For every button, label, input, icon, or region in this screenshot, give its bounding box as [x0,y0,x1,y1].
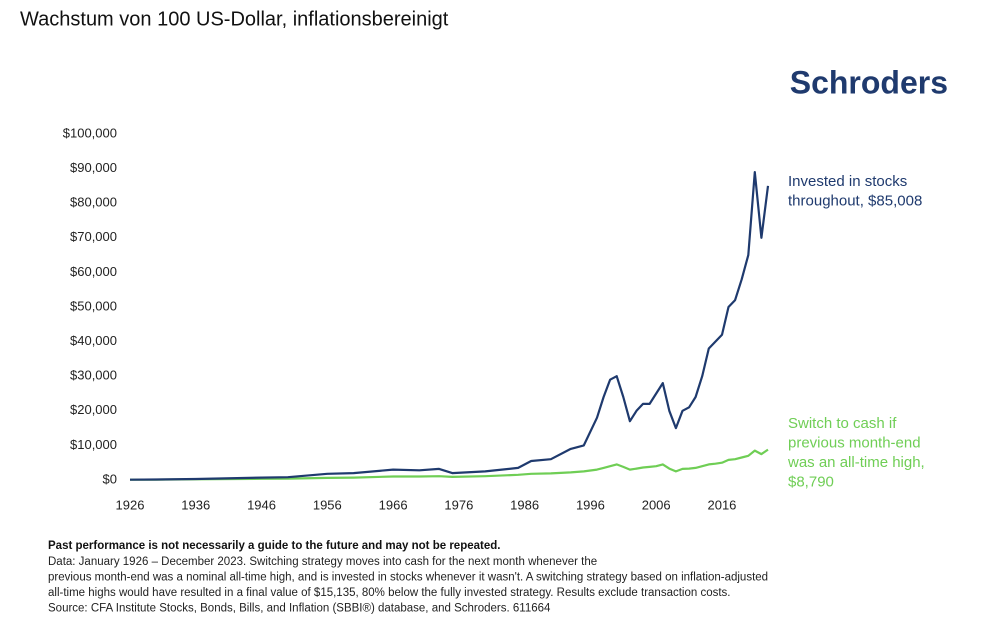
annotation: $8,790 [788,473,834,490]
y-tick-label: $70,000 [70,229,117,244]
series-line [129,171,770,481]
chart-title: Wachstum von 100 US-Dollar, inflationsbe… [20,8,449,30]
y-tick-label: $40,000 [70,333,117,348]
annotation: Invested in stocks [788,173,907,190]
x-tick-label: 1996 [576,497,605,512]
y-tick-label: $50,000 [70,298,117,313]
series-line [129,448,769,481]
annotation: Switch to cash if [788,415,897,432]
annotation: previous month-end [788,434,921,451]
x-tick-label: 1976 [444,497,473,512]
footnote-line: Source: CFA Institute Stocks, Bonds, Bil… [48,603,551,615]
footnote-line: all-time highs would have resulted in a … [48,587,731,599]
x-tick-label: 1926 [116,497,145,512]
x-tick-label: 2006 [642,497,671,512]
footnote-line: Data: January 1926 – December 2023. Swit… [48,556,597,568]
y-tick-label: $90,000 [70,160,117,175]
x-tick-label: 1946 [247,497,276,512]
y-tick-label: $30,000 [70,368,117,383]
x-tick-label: 2016 [707,497,736,512]
footnote-bold: Past performance is not necessarily a gu… [48,540,500,552]
y-tick-label: $60,000 [70,264,117,279]
x-tick-label: 1966 [379,497,408,512]
footnote-line: previous month-end was a nominal all-tim… [48,572,768,584]
x-tick-label: 1986 [510,497,539,512]
y-tick-label: $0 [103,471,117,486]
y-tick-label: $100,000 [63,125,117,140]
x-tick-label: 1956 [313,497,342,512]
logo: Schroders [790,64,948,100]
y-tick-label: $80,000 [70,195,117,210]
annotation: was an all-time high, [787,454,925,471]
annotation: throughout, $85,008 [788,192,922,209]
y-tick-label: $20,000 [70,402,117,417]
x-tick-label: 1936 [181,497,210,512]
y-tick-label: $10,000 [70,437,117,452]
